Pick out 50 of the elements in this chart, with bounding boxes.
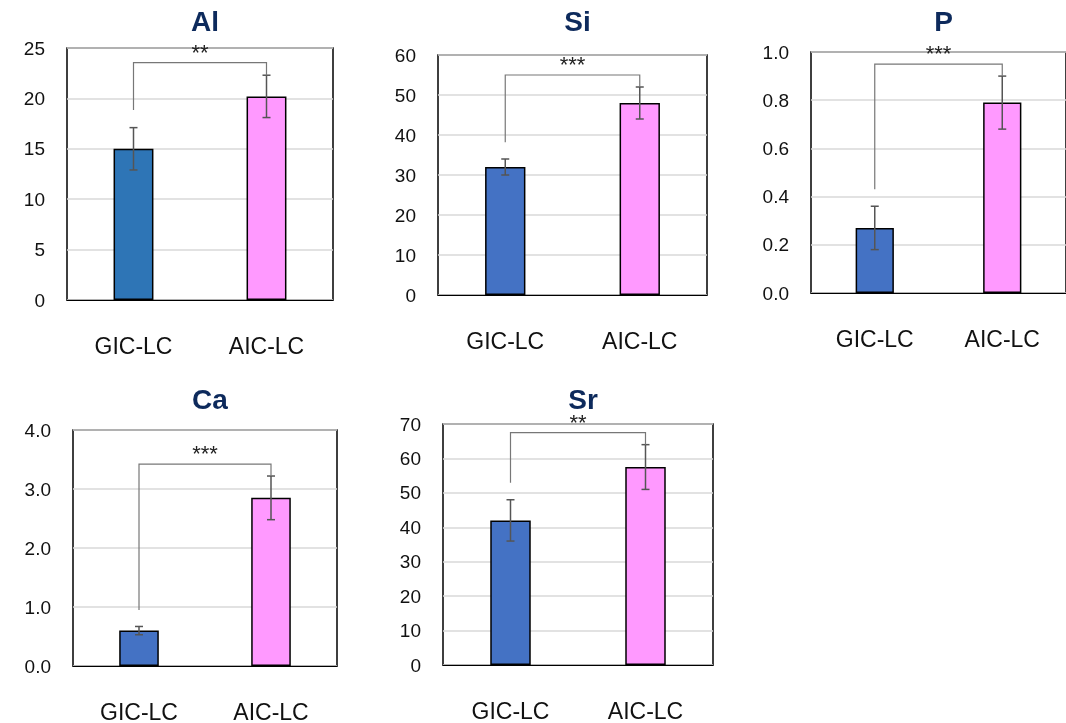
y-tick-label: 0.0: [24, 655, 51, 677]
y-tick-label: 4.0: [24, 419, 51, 441]
y-tick-label: 10: [399, 620, 421, 642]
y-tick-label: 0.6: [762, 137, 789, 159]
annotation: ***: [559, 52, 586, 77]
x-tick-label: GIC-LC: [466, 327, 545, 354]
x-tick-label: GIC-LC: [835, 325, 914, 352]
annotation: ***: [192, 441, 219, 467]
y-tick-label: 20: [399, 585, 421, 607]
x-tick-label: AIC-LC: [602, 327, 678, 354]
y-tick-label: 70: [399, 413, 421, 435]
x-tick-label: AIC-LC: [228, 332, 305, 359]
y-tick-label: 1.0: [762, 41, 789, 63]
y-tick-label: 40: [394, 124, 416, 146]
annotation: **: [191, 39, 209, 65]
y-tick-label: 60: [394, 44, 416, 66]
y-tick-label: 0.2: [762, 234, 789, 256]
y-tick-label: 40: [399, 516, 421, 538]
y-tick-label: 10: [394, 244, 416, 266]
y-tick-label: 1.0: [24, 596, 51, 618]
x-tick-label: GIC-LC: [94, 332, 173, 359]
chart-title: P: [934, 5, 953, 37]
y-tick-label: 0.8: [762, 89, 789, 111]
y-tick-label: 50: [399, 482, 421, 504]
y-tick-label: 50: [394, 84, 416, 106]
x-tick-label: AIC-LC: [964, 325, 1040, 352]
y-tick-label: 0: [410, 654, 421, 676]
y-tick-label: 30: [399, 551, 421, 573]
y-tick-label: 20: [394, 204, 416, 226]
y-tick-label: 0: [34, 289, 45, 311]
y-tick-label: 25: [23, 37, 45, 59]
y-tick-label: 30: [394, 164, 416, 186]
chart-title: Si: [564, 5, 591, 37]
y-tick-label: 20: [23, 87, 45, 109]
y-tick-label: 2.0: [24, 537, 51, 559]
x-tick-label: GIC-LC: [100, 698, 178, 723]
y-tick-label: 15: [23, 138, 45, 160]
y-tick-label: 5: [34, 239, 45, 261]
y-tick-label: 0.4: [762, 186, 790, 208]
y-tick-label: 10: [23, 188, 45, 210]
y-tick-label: 0.0: [762, 282, 789, 304]
y-tick-label: 3.0: [24, 478, 51, 500]
chart-title: Ca: [192, 383, 229, 415]
annotation: ***: [925, 41, 952, 67]
x-tick-label: AIC-LC: [607, 697, 684, 723]
y-tick-label: 0: [405, 284, 416, 306]
chart-title: Al: [191, 5, 219, 37]
x-tick-label: GIC-LC: [471, 697, 550, 723]
y-tick-label: 60: [399, 447, 421, 469]
x-tick-label: AIC-LC: [233, 698, 309, 723]
